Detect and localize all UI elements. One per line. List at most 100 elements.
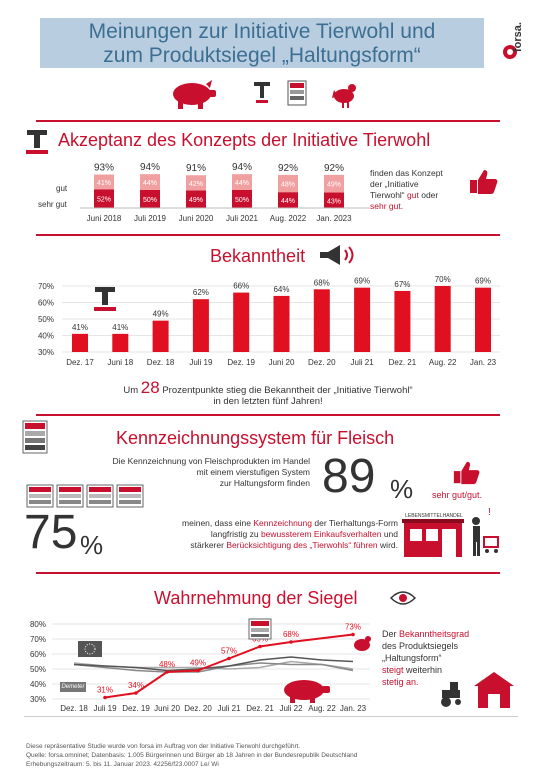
section3-text2-l3a: stärkerer: [190, 540, 224, 550]
bar-sehr-gut-2: [186, 190, 206, 208]
shop-sign-text: LEBENSMITTELHANDEL: [405, 513, 463, 519]
chart3-category-3: Juni 20: [154, 704, 180, 713]
section4-text: Der Bekanntheitsgrad des Produktsiegels …: [382, 628, 492, 688]
awareness-label-2: 49%: [153, 310, 169, 319]
haltungsform-logo-chart: [248, 618, 272, 640]
separator-1: [36, 120, 500, 122]
section1-text-line3: Tierwohl“ gut oder: [370, 190, 470, 201]
section2-text-number: 28: [140, 378, 160, 397]
label-sehr-gut-2: 49%: [189, 197, 203, 204]
haltungsform-label-2: 34%: [128, 681, 144, 690]
stat-89-number: 89: [322, 450, 376, 503]
section4-text-l4b: weiterhin: [406, 665, 443, 675]
section1-text-line1: finden das Konzept: [370, 168, 443, 178]
page-title-line2: zum Produktsiegel „Haltungsform“: [103, 44, 421, 67]
section4-text-line4: steigt weiterhin: [382, 664, 492, 676]
section3-text2-l2c: und: [383, 529, 398, 539]
farm-icon: [441, 672, 514, 708]
exclamation-icon: !: [488, 507, 491, 518]
haltungsform-label-4: [116, 484, 144, 508]
barn-icon: [474, 672, 514, 708]
footer-separator: [24, 716, 518, 717]
awareness-label-9: 70%: [435, 275, 451, 284]
section4-text-l4a: steigt: [382, 665, 404, 675]
section3-text2-l1a: meinen, dass eine: [182, 518, 252, 528]
bar-gut-1: [140, 174, 160, 190]
forsa-logo: forsa.: [500, 20, 530, 69]
separator-4: [36, 572, 500, 574]
footer-line1: Diese repräsentative Studie wurde von fo…: [26, 743, 301, 750]
label-gut-3: 44%: [235, 180, 249, 187]
haltungsform-point-9: [351, 632, 355, 637]
haltungsform-logo: [22, 420, 48, 454]
section3-text2: meinen, dass eine Kennzeichnung der Tier…: [118, 518, 398, 551]
separator-3: [36, 414, 500, 416]
awareness-category-7: Juli 21: [351, 358, 375, 367]
awareness-category-8: Dez. 21: [389, 358, 417, 367]
section2-title: Bekanntheit: [210, 246, 306, 266]
category-label-1: Juli 2019: [134, 214, 167, 223]
section4-text-l1a: Der: [382, 629, 397, 639]
legend-gut: gut: [56, 184, 68, 193]
series-line-eu-bio: [73, 656, 354, 672]
tractor-icon: [441, 682, 461, 707]
label-sehr-gut-4: 44%: [281, 198, 295, 205]
chart2-ytick-4: 30%: [38, 348, 54, 357]
haltungsform-point-3: [165, 670, 169, 674]
haltungsform-label-3: 48%: [159, 660, 175, 669]
total-label-0: 93%: [94, 163, 114, 174]
section3-text2-l2b: bewussterem Einkaufsverhalten: [260, 529, 382, 539]
section3-text1-line2: mit einem vierstufigen System: [196, 467, 310, 477]
chart2-ytick-0: 70%: [38, 282, 54, 291]
footer-line2: Quelle: forsa.omninet; Datenbasis: 1.005…: [26, 752, 358, 759]
section3-text2-l1b: Kennzeichnung: [253, 518, 312, 528]
shopping-cart-icon: [483, 536, 499, 553]
stat-89-label: sehr gut/gut.: [432, 490, 483, 500]
category-label-5: Jan. 2023: [316, 214, 352, 223]
label-gut-0: 41%: [97, 180, 111, 187]
tierwohl-logo: [26, 130, 48, 154]
bar-gut-0: [94, 174, 114, 190]
awareness-bar-9: [434, 286, 451, 352]
haltungsform-point-6: [258, 644, 262, 649]
awareness-label-0: 41%: [72, 323, 88, 332]
section4-text-line5: stetig an.: [382, 677, 419, 687]
tierwohl-logo-small: [94, 287, 116, 311]
section3-text2-l3b: Berücksichtigung des „Tierwohls“ führen: [226, 540, 378, 550]
series-line-haltungsform: [104, 633, 354, 699]
tierwohl-logo-icon: [254, 82, 270, 103]
footer: Diese repräsentative Studie wurde von fo…: [26, 742, 357, 769]
chart3-category-8: Aug. 22: [308, 704, 336, 713]
chart3-category-4: Dez. 20: [184, 704, 212, 713]
section1-text-line4: sehr gut.: [370, 201, 404, 211]
awareness-bar-4: [233, 292, 250, 352]
section2-text-pre: Um: [123, 385, 139, 396]
awareness-label-7: 69%: [354, 277, 370, 286]
awareness-bar-1: [112, 333, 129, 352]
page-title-line1: Meinungen zur Initiative Tierwohl und: [88, 20, 436, 43]
section2-text-line2: in den letzten fünf Jahren!: [213, 396, 323, 407]
chart3-category-0: Dez. 18: [60, 704, 88, 713]
section1-text-line3-a: Tierwohl“: [370, 190, 405, 200]
awareness-label-4: 66%: [233, 282, 249, 291]
awareness-bar-0: [72, 333, 88, 352]
stat-75-number: 75: [24, 506, 78, 559]
awareness-label-6: 68%: [314, 278, 330, 287]
awareness-label-5: 64%: [273, 285, 289, 294]
awareness-bar-10: [475, 287, 491, 352]
chicken-icon-chart: [354, 636, 371, 651]
chart2-ytick-1: 60%: [38, 299, 54, 308]
bar-gut-3: [232, 174, 252, 190]
section3-title: Kennzeichnungssystem für Fleisch: [116, 428, 395, 448]
thumbs-up-icon-2: [453, 461, 480, 485]
awareness-category-5: Juni 20: [269, 358, 295, 367]
eye-icon: [390, 591, 416, 605]
header-title-box: Meinungen zur Initiative Tierwohl und zu…: [40, 18, 484, 68]
total-label-4: 92%: [278, 163, 298, 174]
thumbs-up-icon: [470, 170, 498, 194]
label-sehr-gut-3: 50%: [235, 197, 249, 204]
section1-text-oder: oder: [421, 190, 439, 200]
awareness-category-0: Dez. 17: [66, 358, 94, 367]
section4-text-line2: des Produktsiegels: [382, 641, 459, 651]
bar-sehr-gut-5: [324, 192, 344, 208]
